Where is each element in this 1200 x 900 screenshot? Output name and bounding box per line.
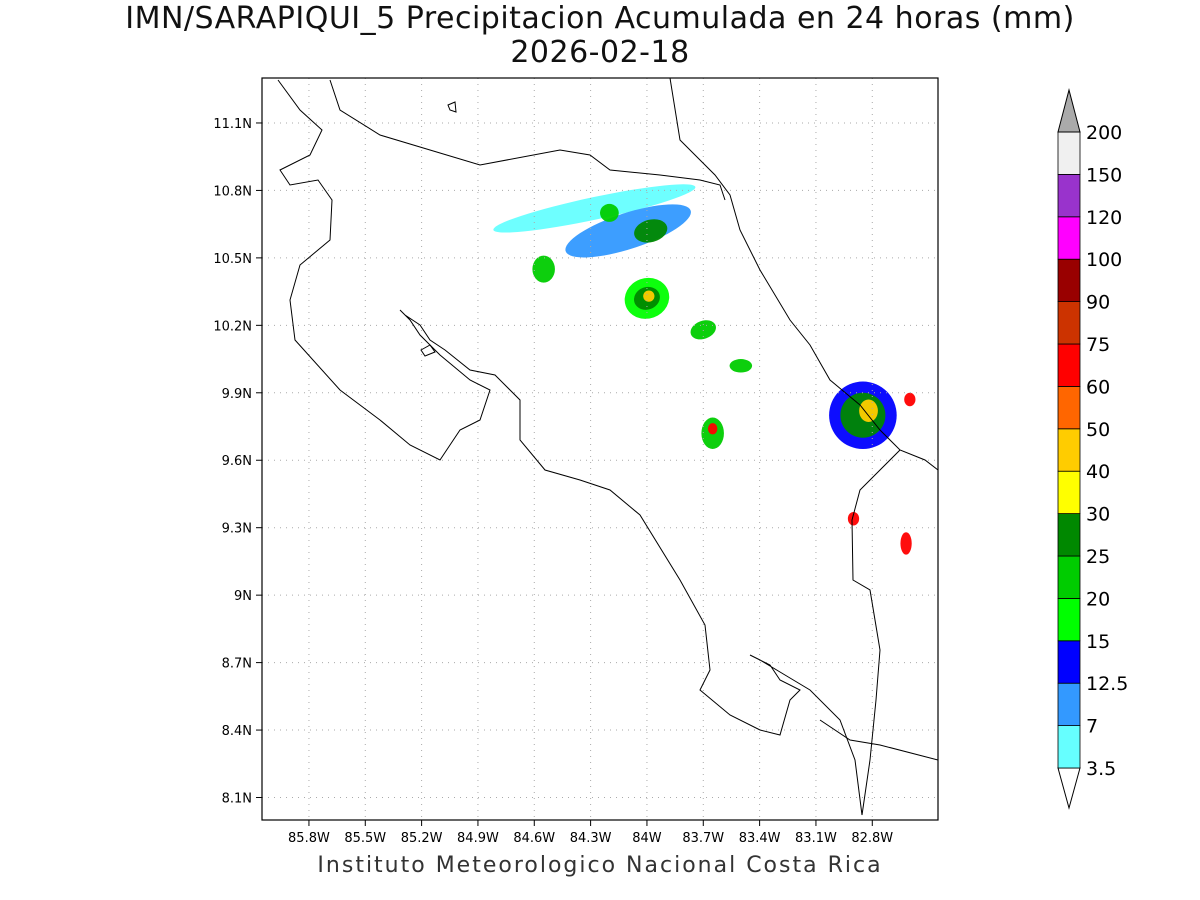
colorbar-label: 15 [1086,631,1110,653]
colorbar-label: 200 [1086,122,1122,144]
colorbar-label: 30 [1086,504,1110,526]
precip-cell [600,203,619,222]
x-tick-label: 85.2W [401,831,443,846]
colorbar-box [1057,470,1081,515]
x-tick-label: 83.7W [682,831,724,846]
precip-cell [643,290,655,302]
precip-cell [634,219,668,243]
precip-cell [847,511,860,526]
precip-cell [565,204,691,258]
map-frame [261,77,939,821]
colorbar-box [1057,258,1081,303]
title-line-2: 2026-02-18 [510,35,690,70]
x-tick-label: 85.5W [344,831,386,846]
precip-cell [690,320,717,340]
colorbar-label: 3.5 [1086,758,1116,780]
colorbar-box [1057,428,1081,472]
coastline [420,344,436,357]
colorbar-box [1057,301,1081,345]
precip-cell [900,532,912,555]
y-tick-label: 10.2N [213,319,252,334]
colorbar-label: 20 [1086,588,1110,610]
colorbar-label: 100 [1086,249,1122,271]
y-tick-label: 8.7N [222,657,252,672]
precip-cell [729,359,753,373]
y-tick-label: 9.3N [222,522,252,537]
precip-cell [493,184,696,233]
x-tick-label: 82.8W [851,831,893,846]
x-tick-label: 84.3W [570,831,612,846]
colorbar-box [1057,640,1081,684]
y-tick-label: 11.1N [213,117,252,132]
colorbar-upper-triangle [1057,88,1081,133]
precip-cell [707,423,718,435]
colorbar-label: 25 [1086,546,1110,568]
coastline [819,719,938,761]
coastline [277,79,863,816]
precip-cell [859,399,878,423]
precip-cell [904,392,916,407]
coastline [447,101,457,113]
x-tick-label: 83.1W [795,831,837,846]
y-tick-label: 9.6N [222,454,252,469]
colorbar-box [1057,555,1081,599]
x-tick-label: 83.4W [739,831,781,846]
coastline [669,78,938,471]
x-tick-label: 85.8W [288,831,330,846]
colorbar-label: 50 [1086,419,1110,441]
colorbar-box [1057,131,1081,175]
colorbar-box [1057,725,1081,769]
footer-credit: Instituto Meteorologico Nacional Costa R… [317,853,883,878]
x-tick-label: 84W [632,831,662,846]
x-tick-label: 84.9W [457,831,499,846]
y-tick-label: 9.9N [222,387,252,402]
colorbar-box [1057,216,1081,260]
coastline [329,79,726,201]
colorbar-label: 90 [1086,292,1110,314]
colorbar-lower-triangle [1057,767,1081,810]
colorbar-box [1057,385,1081,430]
colorbar-box [1057,343,1081,387]
colorbar-box [1057,173,1081,218]
colorbar-box [1057,513,1081,557]
colorbar: 3.5 7 12.5 15 20 25 30 40 50 60 75 90 100 120 150 200 [1057,88,1128,810]
colorbar-box [1057,682,1081,727]
colorbar-label: 12.5 [1086,673,1128,695]
y-tick-label: 10.8N [213,184,252,199]
y-tick-label: 8.4N [222,724,252,739]
colorbar-label: 75 [1086,334,1110,356]
precip-cell [532,255,555,283]
colorbar-label: 60 [1086,376,1110,398]
colorbar-label: 120 [1086,207,1122,229]
colorbar-label: 150 [1086,164,1122,186]
coastline [851,449,901,816]
chart-title: IMN/SARAPIQUI_5 Precipitacion Acumulada … [0,2,1200,70]
colorbar-label: 7 [1086,716,1098,738]
y-tick-label: 9N [234,589,252,604]
y-tick-label: 10.5N [213,252,252,267]
y-tick-label: 8.1N [222,792,252,807]
x-tick-label: 84.6W [513,831,555,846]
colorbar-label: 40 [1086,461,1110,483]
colorbar-box [1057,598,1081,642]
title-line-1: IMN/SARAPIQUI_5 Precipitacion Acumulada … [125,1,1075,36]
